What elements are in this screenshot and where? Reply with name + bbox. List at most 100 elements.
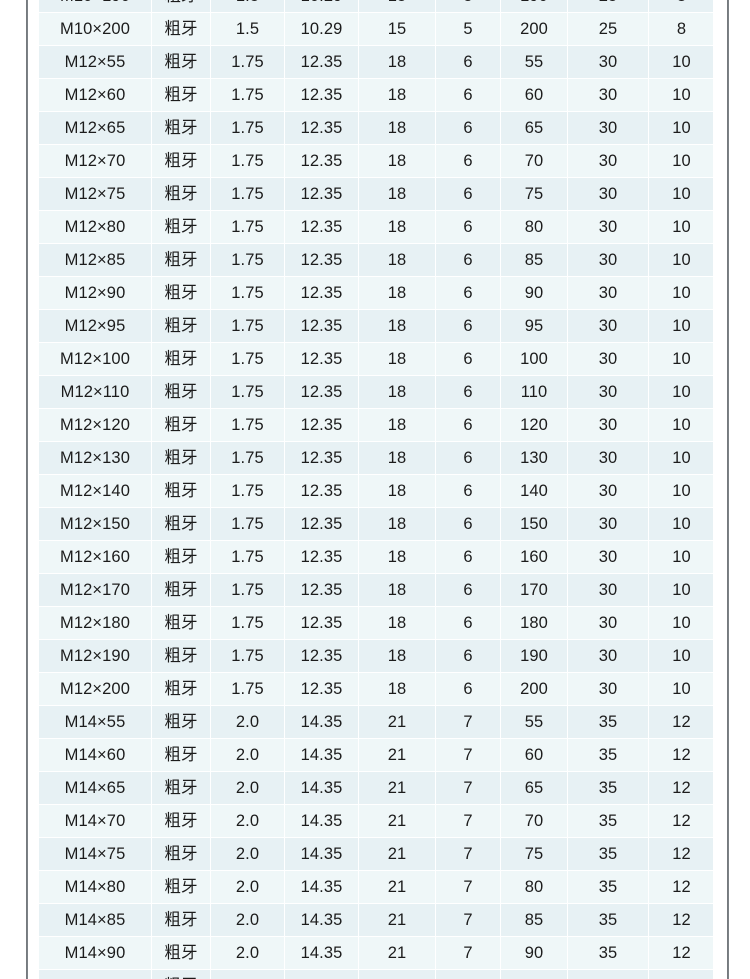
cell-pitch: 2.0 (211, 970, 284, 979)
cell-length: 70 (501, 805, 567, 837)
cell-length: 65 (501, 112, 567, 144)
cell-head_height: 6 (436, 211, 500, 243)
cell-pitch: 1.75 (211, 310, 284, 342)
cell-hex_key: 10 (649, 574, 713, 606)
cell-hex_key: 12 (649, 871, 713, 903)
cell-head_width: 21 (359, 706, 435, 738)
cell-pitch: 2.0 (211, 904, 284, 936)
cell-length: 60 (501, 79, 567, 111)
cell-diameter: 12.35 (285, 673, 358, 705)
cell-thread_type: 粗牙 (152, 0, 210, 12)
cell-head_width: 21 (359, 739, 435, 771)
cell-pitch: 1.5 (211, 0, 284, 12)
cell-head_width: 15 (359, 13, 435, 45)
cell-size: M12×120 (39, 409, 151, 441)
cell-length: 70 (501, 145, 567, 177)
cell-pitch: 1.75 (211, 178, 284, 210)
cell-pitch: 2.0 (211, 871, 284, 903)
cell-thread_length: 35 (568, 838, 648, 870)
cell-length: 200 (501, 13, 567, 45)
cell-head_width: 21 (359, 871, 435, 903)
cell-thread_type: 粗牙 (152, 805, 210, 837)
cell-thread_type: 粗牙 (152, 772, 210, 804)
table-row: M12×160 粗牙 1.75 12.35 18 6 160 30 10 (39, 541, 713, 573)
cell-thread_type: 粗牙 (152, 409, 210, 441)
cell-hex_key: 10 (649, 310, 713, 342)
cell-thread_type: 粗牙 (152, 343, 210, 375)
cell-hex_key: 10 (649, 541, 713, 573)
cell-thread_type: 粗牙 (152, 376, 210, 408)
table-row: M12×85 粗牙 1.75 12.35 18 6 85 30 10 (39, 244, 713, 276)
cell-thread_type: 粗牙 (152, 46, 210, 78)
cell-length: 95 (501, 970, 567, 979)
cell-pitch: 1.75 (211, 46, 284, 78)
table-row: M12×200 粗牙 1.75 12.35 18 6 200 30 10 (39, 673, 713, 705)
cell-hex_key: 10 (649, 673, 713, 705)
cell-head_height: 7 (436, 970, 500, 979)
cell-size: M14×80 (39, 871, 151, 903)
cell-hex_key: 10 (649, 178, 713, 210)
cell-head_height: 6 (436, 673, 500, 705)
cell-hex_key: 8 (649, 13, 713, 45)
page-frame-right-rule (727, 0, 729, 979)
cell-pitch: 2.0 (211, 805, 284, 837)
cell-pitch: 2.0 (211, 772, 284, 804)
table-row: M14×70 粗牙 2.0 14.35 21 7 70 35 12 (39, 805, 713, 837)
cell-diameter: 12.35 (285, 178, 358, 210)
cell-length: 110 (501, 376, 567, 408)
table-row: M12×60 粗牙 1.75 12.35 18 6 60 30 10 (39, 79, 713, 111)
cell-head_height: 6 (436, 409, 500, 441)
cell-thread_type: 粗牙 (152, 739, 210, 771)
cell-diameter: 12.35 (285, 508, 358, 540)
cell-pitch: 1.75 (211, 475, 284, 507)
cell-thread_length: 30 (568, 673, 648, 705)
specification-table-viewport: M10×190粗牙1.510.29155190258M10×200粗牙1.510… (38, 0, 713, 979)
cell-head_height: 7 (436, 706, 500, 738)
cell-pitch: 1.75 (211, 145, 284, 177)
cell-thread_length: 25 (568, 0, 648, 12)
table-row: M12×110 粗牙 1.75 12.35 18 6 110 30 10 (39, 376, 713, 408)
cell-thread_type: 粗牙 (152, 244, 210, 276)
cell-head_height: 6 (436, 178, 500, 210)
cell-head_height: 6 (436, 112, 500, 144)
cell-pitch: 1.75 (211, 409, 284, 441)
cell-hex_key: 10 (649, 442, 713, 474)
cell-pitch: 2.0 (211, 838, 284, 870)
cell-thread_length: 30 (568, 178, 648, 210)
table-row: M14×95粗牙2.014.35217953512 (39, 970, 713, 979)
cell-thread_length: 30 (568, 79, 648, 111)
cell-head_width: 18 (359, 343, 435, 375)
cell-length: 160 (501, 541, 567, 573)
table-row: M12×190 粗牙 1.75 12.35 18 6 190 30 10 (39, 640, 713, 672)
cell-head_width: 21 (359, 805, 435, 837)
cell-thread_type: 粗牙 (152, 937, 210, 969)
table-row: M12×170 粗牙 1.75 12.35 18 6 170 30 10 (39, 574, 713, 606)
cell-size: M12×160 (39, 541, 151, 573)
cell-length: 75 (501, 838, 567, 870)
cell-diameter: 12.35 (285, 112, 358, 144)
cell-diameter: 10.29 (285, 0, 358, 12)
cell-thread_type: 粗牙 (152, 904, 210, 936)
cell-head_height: 7 (436, 739, 500, 771)
cell-thread_length: 30 (568, 376, 648, 408)
cell-thread_type: 粗牙 (152, 574, 210, 606)
table-row: M12×65 粗牙 1.75 12.35 18 6 65 30 10 (39, 112, 713, 144)
cell-thread_length: 30 (568, 211, 648, 243)
cell-head_width: 18 (359, 46, 435, 78)
cell-hex_key: 12 (649, 904, 713, 936)
cell-length: 190 (501, 640, 567, 672)
table-row: M12×55 粗牙 1.75 12.35 18 6 55 30 10 (39, 46, 713, 78)
cell-thread_length: 35 (568, 706, 648, 738)
bolt-specification-table: M10×190粗牙1.510.29155190258M10×200粗牙1.510… (38, 0, 713, 979)
cell-pitch: 2.0 (211, 706, 284, 738)
cell-diameter: 14.35 (285, 739, 358, 771)
table-row: M14×60 粗牙 2.0 14.35 21 7 60 35 12 (39, 739, 713, 771)
cell-head_width: 18 (359, 442, 435, 474)
cell-hex_key: 10 (649, 343, 713, 375)
cell-head_height: 6 (436, 442, 500, 474)
table-row: M12×120 粗牙 1.75 12.35 18 6 120 30 10 (39, 409, 713, 441)
cell-length: 60 (501, 739, 567, 771)
cell-length: 130 (501, 442, 567, 474)
cell-head_height: 6 (436, 277, 500, 309)
